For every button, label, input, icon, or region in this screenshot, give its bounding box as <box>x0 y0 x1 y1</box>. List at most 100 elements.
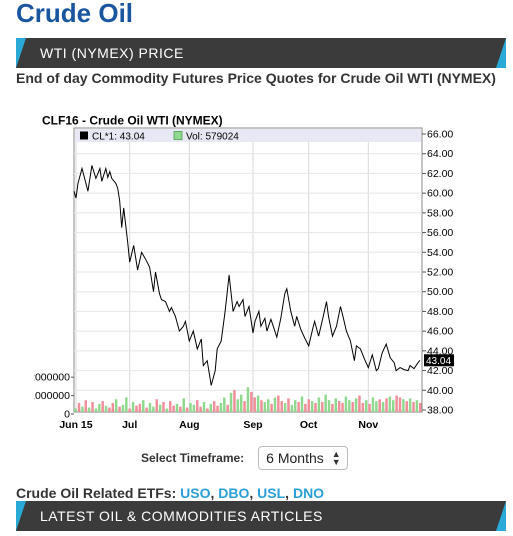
volume-bar <box>125 397 128 412</box>
volume-bar <box>182 398 185 412</box>
volume-bar <box>84 400 88 412</box>
up-down-arrows-icon: ▲ ▼ <box>331 449 341 467</box>
legend-bar <box>75 129 421 142</box>
volume-bar <box>304 403 307 412</box>
volume-bar <box>253 397 256 412</box>
volume-bar <box>94 408 98 412</box>
volume-bar <box>405 401 408 412</box>
volume-bar <box>114 399 118 412</box>
y-tick-label: 58.00 <box>427 207 453 219</box>
etf-link-uso[interactable]: USO <box>180 485 211 501</box>
volume-bar <box>239 394 243 412</box>
volume-bar <box>348 400 351 412</box>
volume-bar <box>358 395 361 412</box>
volume-bar <box>243 401 246 412</box>
banner-accent-left <box>16 38 26 68</box>
volume-bar <box>263 402 267 412</box>
page-subheading: End of day Commodity Futures Price Quote… <box>16 70 496 86</box>
volume-bar <box>280 401 283 412</box>
volume-bar <box>121 404 125 412</box>
volume-bar <box>158 404 162 412</box>
volume-bar <box>419 402 422 412</box>
volume-bar <box>321 402 324 412</box>
volume-bar <box>74 408 77 412</box>
volume-bar <box>371 397 375 412</box>
timeframe-label: Select Timeframe: <box>141 451 245 465</box>
volume-bar <box>368 403 371 412</box>
volume-bar <box>314 402 317 412</box>
volume-bar <box>216 405 219 412</box>
last-value-box <box>424 354 454 367</box>
etf-link-dbo[interactable]: DBO <box>218 485 250 501</box>
y-tick-label: 54.00 <box>427 247 453 259</box>
y-tick-label: 66.00 <box>427 129 453 141</box>
y-tick-label: 50.00 <box>427 286 453 298</box>
volume-bar <box>209 403 213 412</box>
volume-bar <box>364 400 368 412</box>
articles-banner: LATEST OIL & COMMODITIES ARTICLES <box>16 501 506 531</box>
etf-label: Crude Oil Related ETFs: <box>16 485 177 501</box>
y-tick-label: 52.00 <box>427 267 453 279</box>
y-tick-label: 64.00 <box>427 148 453 160</box>
volume-bar <box>98 403 101 412</box>
y-tick-label: 40.00 <box>427 385 453 397</box>
volume-bar <box>172 405 175 412</box>
volume-bar <box>378 399 381 412</box>
volume-bar <box>155 399 158 412</box>
volume-bar <box>108 407 111 412</box>
volume-bar <box>391 400 395 412</box>
volume-bar <box>135 405 138 412</box>
volume-bar <box>331 403 334 412</box>
banner-label: LATEST OIL & COMMODITIES ARTICLES <box>40 508 323 524</box>
volume-bar <box>175 403 179 412</box>
volume-bar <box>91 402 94 412</box>
etf-link-dno[interactable]: DNO <box>292 485 325 501</box>
x-tick-label: Jul <box>122 419 137 431</box>
y-axis-ticks: 66.00 64.00 62.00 60.00 58.00 56.00 54.00 52.00… <box>422 129 453 417</box>
volume-bar <box>300 396 304 412</box>
volume-bar <box>128 408 131 412</box>
legend-volume-label: Vol: 579024 <box>186 132 239 143</box>
volume-bar <box>138 403 142 412</box>
volume-bar <box>307 399 311 412</box>
legend-price-swatch <box>80 131 88 140</box>
volume-bar <box>233 390 236 412</box>
y-tick-label: 38.00 <box>427 405 453 417</box>
etf-link-usl[interactable]: USL <box>257 485 286 501</box>
volume-tick-label: 1000000 <box>34 390 70 402</box>
volume-bar <box>77 402 81 412</box>
volume-bar <box>169 401 172 412</box>
volume-bar <box>250 391 253 412</box>
etf-separator: , <box>249 485 258 501</box>
y-tick-label: 60.00 <box>427 188 453 200</box>
volume-bar <box>395 395 398 412</box>
volume-bar <box>206 408 209 412</box>
volume-bar <box>415 400 419 412</box>
volume-bar <box>317 397 321 412</box>
volume-bar <box>104 405 108 412</box>
volume-bar <box>337 401 341 412</box>
timeframe-select[interactable]: 6 Months ▲ ▼ <box>258 446 348 470</box>
banner-accent-right <box>496 501 506 531</box>
etf-separator: , <box>285 485 293 501</box>
volume-bar <box>212 401 216 412</box>
last-value-marker: 43.04 <box>424 354 454 367</box>
volume-bar <box>145 407 148 412</box>
volume-bar <box>219 402 223 412</box>
volume-bar <box>354 398 358 412</box>
volume-bar <box>402 399 405 412</box>
timeframe-value: 6 Months <box>266 450 324 466</box>
volume-bar <box>229 392 233 412</box>
volume-bar <box>266 399 270 412</box>
legend-price-label: CL*1: 43.04 <box>92 132 145 143</box>
page-title: Crude Oil <box>16 0 134 28</box>
volume-bar <box>273 397 277 412</box>
volume-bar <box>327 400 331 412</box>
volume-bar <box>185 407 189 412</box>
banner-accent-right <box>496 38 506 68</box>
volume-bar <box>111 402 115 412</box>
volume-bar <box>189 402 192 412</box>
timeframe-selector: Select Timeframe: 6 Months ▲ ▼ <box>141 446 348 470</box>
volume-bar <box>290 404 294 412</box>
volume-bar <box>297 402 300 412</box>
